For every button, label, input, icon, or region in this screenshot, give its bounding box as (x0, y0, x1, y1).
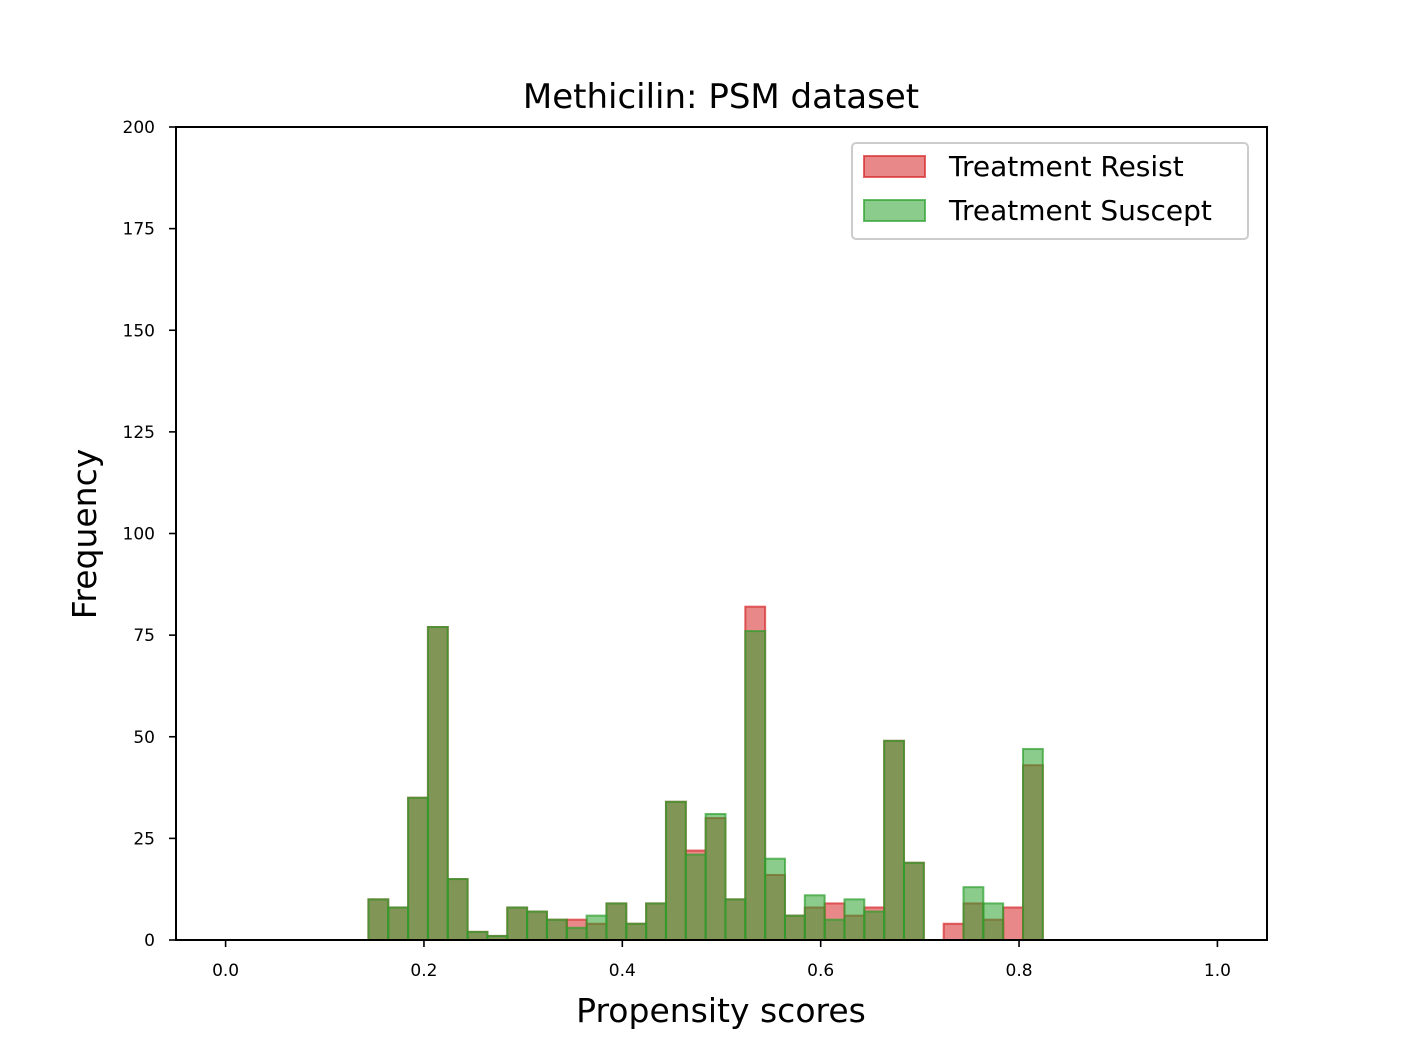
legend-label-treatment-resist: Treatment Resist (948, 150, 1184, 183)
y-tick-label: 125 (123, 423, 155, 443)
bar-treatment-suscept-25 (863, 910, 886, 941)
bar-treatment-suscept-0 (367, 898, 390, 941)
x-tick-label: 0.0 (212, 961, 239, 981)
x-axis-title: Propensity scores (576, 991, 866, 1030)
bar-treatment-suscept-7 (506, 906, 529, 941)
chart-title: Methicilin: PSM dataset (523, 77, 919, 117)
bar-treatment-suscept-12 (605, 902, 628, 941)
y-tick-label: 50 (133, 728, 155, 748)
bar-treatment-suscept-31 (982, 902, 1005, 941)
bar-treatment-suscept-15 (664, 800, 687, 941)
bar-treatment-suscept-17 (704, 812, 727, 941)
legend: Treatment Resist Treatment Suscept (851, 142, 1249, 240)
bar-treatment-suscept-23 (823, 918, 846, 941)
bar-treatment-suscept-9 (545, 918, 568, 941)
bar-treatment-suscept-19 (744, 630, 767, 941)
y-tick-label: 75 (133, 626, 155, 646)
bar-treatment-suscept-26 (883, 739, 905, 941)
bar-treatment-suscept-33 (1022, 747, 1044, 942)
y-tick-label: 175 (123, 220, 155, 240)
bar-treatment-suscept-8 (526, 910, 548, 941)
bar-treatment-suscept-4 (446, 878, 469, 942)
x-axis-ticks: 0.0 0.2 0.4 0.6 0.8 1.0 (212, 940, 1231, 981)
y-tick-label: 25 (133, 829, 155, 849)
bar-treatment-suscept-3 (426, 626, 449, 941)
bar-treatment-suscept-2 (407, 796, 429, 941)
y-tick-label: 200 (123, 118, 155, 138)
y-tick-label: 0 (144, 931, 155, 951)
legend-label-treatment-suscept: Treatment Suscept (948, 194, 1212, 227)
x-tick-label: 0.4 (609, 961, 636, 981)
bar-treatment-suscept-11 (585, 914, 608, 941)
bar-treatment-suscept-1 (387, 906, 410, 941)
bar-treatment-suscept-22 (803, 894, 826, 942)
bar-treatment-suscept-27 (902, 861, 925, 942)
bar-treatment-suscept-21 (783, 914, 806, 941)
bar-treatment-suscept-30 (962, 886, 985, 942)
legend-box (851, 142, 1249, 240)
bar-treatment-suscept-13 (625, 922, 648, 941)
bar-treatment-resist-32 (1002, 906, 1025, 941)
bar-treatment-resist-29 (942, 922, 965, 941)
legend-swatch-treatment-resist (863, 155, 926, 178)
bar-treatment-suscept-18 (724, 898, 747, 941)
x-tick-label: 0.8 (1006, 961, 1033, 981)
y-axis-title: Frequency (65, 449, 104, 619)
x-tick-label: 0.6 (807, 961, 834, 981)
bar-treatment-suscept-10 (565, 926, 588, 941)
bar-treatment-suscept-20 (764, 857, 786, 942)
y-tick-label: 150 (123, 321, 155, 341)
legend-swatch-treatment-suscept (863, 199, 926, 222)
bar-treatment-suscept-16 (684, 853, 707, 942)
series-treatment-suscept (367, 626, 1044, 942)
bar-treatment-suscept-14 (645, 902, 667, 941)
x-tick-label: 1.0 (1204, 961, 1231, 981)
bar-treatment-suscept-5 (466, 930, 489, 941)
x-tick-label: 0.2 (410, 961, 437, 981)
y-tick-label: 100 (123, 525, 155, 545)
y-axis-ticks: 0 25 50 75 100 125 150 175 200 (123, 118, 176, 951)
bar-treatment-suscept-24 (843, 898, 866, 941)
